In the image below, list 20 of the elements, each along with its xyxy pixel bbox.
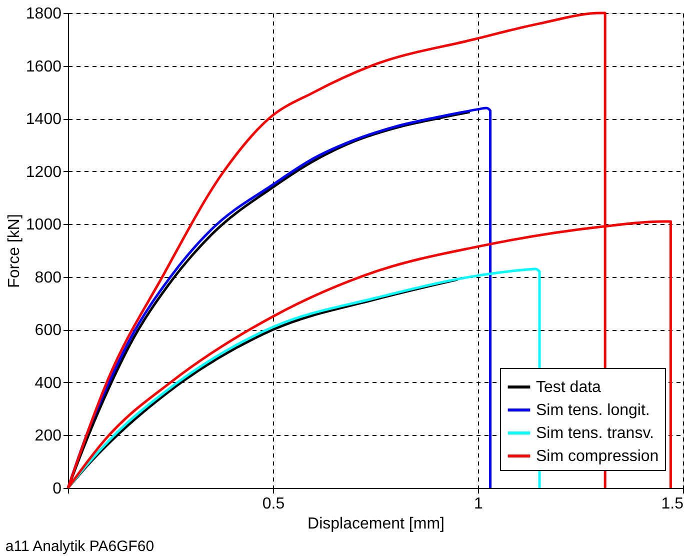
x-tick-label: 1.5 [661,496,684,512]
legend-label: Sim compression [536,448,659,465]
legend-label: Sim tens. transv. [536,425,654,442]
legend-label: Sim tens. longit. [536,402,650,419]
y-tick-label: 1400 [26,111,62,128]
y-tick-label: 200 [34,428,62,445]
y-tick-label: 0 [52,480,62,498]
text: a11 Analytik PA6GF60 [5,538,154,555]
x-axis-title: Displacement [mm] [308,516,444,532]
y-tick-label: 1000 [26,216,62,234]
y-tick-label: 800 [34,269,62,286]
x-tick-label: 1 [474,496,484,512]
y-tick-label: 600 [34,322,62,340]
y-tick-label: 1600 [26,58,62,76]
y-tick-label: 1200 [26,164,62,181]
y-axis-title: Force [kN] [6,214,23,288]
legend-label: Test data [536,379,602,396]
y-tick-label: 400 [34,374,62,392]
y-tick-label: 1800 [26,6,62,22]
x-tick-label: 0.5 [262,496,285,512]
